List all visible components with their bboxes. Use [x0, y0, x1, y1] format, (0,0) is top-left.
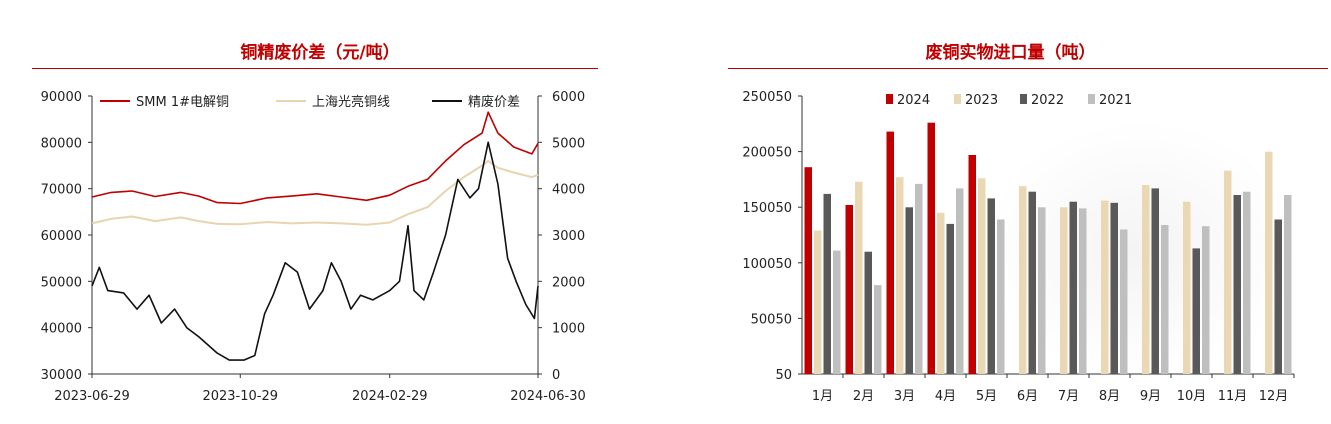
- bar-y-tick-label: 100050: [742, 257, 792, 272]
- bar-2023-4: [937, 212, 945, 374]
- bar-x-tick-label: 8月: [1099, 389, 1120, 404]
- bar-2022-3: [905, 207, 913, 374]
- bar-y-tick-label: 150050: [742, 201, 792, 216]
- bar-x-tick-label: 5月: [976, 389, 997, 404]
- legend-swatch-2021: [1088, 94, 1095, 104]
- bar-2021-2: [874, 285, 882, 374]
- bar-x-tick-label: 12月: [1259, 389, 1289, 404]
- smm-copper-line: [91, 111, 539, 205]
- right-y-tick-label: 6000: [552, 90, 585, 105]
- right-y-tick-label: 1000: [552, 322, 585, 337]
- bar-2022-8: [1110, 202, 1118, 374]
- left-y-tick-label: 80000: [41, 136, 82, 151]
- bar-x-tick-label: 7月: [1058, 389, 1079, 404]
- bar-2022-1: [823, 193, 831, 374]
- right-y-tick-label: 2000: [552, 275, 585, 290]
- bar-2022-10: [1192, 248, 1200, 374]
- bar-2021-8: [1120, 229, 1128, 374]
- legend-swatch-2024: [886, 94, 893, 104]
- bar-2023-12: [1265, 151, 1273, 374]
- legend-label-2021: 2021: [1099, 93, 1132, 108]
- left-y-tick-label: 40000: [41, 322, 82, 337]
- bar-2024-5: [968, 155, 976, 374]
- bar-2021-6: [1038, 207, 1046, 374]
- x-tick-label: 2024-06-30: [510, 389, 586, 404]
- bar-2022-11: [1233, 195, 1241, 374]
- bar-2021-5: [997, 219, 1005, 374]
- left-chart-panel: 铜精废价差（元/吨） 30000 40000 50000 60000 70000 8000…: [0, 0, 640, 424]
- bar-2024-1: [804, 167, 812, 374]
- bar-2023-6: [1019, 186, 1027, 374]
- bar-x-tick-label: 6月: [1017, 389, 1038, 404]
- bar-2021-9: [1161, 225, 1169, 374]
- x-tick-label: 2024-02-29: [352, 389, 428, 404]
- legend-swatch-2023: [954, 94, 961, 104]
- legend-label-2023: 2023: [965, 93, 998, 108]
- bar-2021-7: [1079, 208, 1087, 374]
- right-y-tick-label: 4000: [552, 183, 585, 198]
- bar-y-tick-label: 250050: [742, 90, 792, 105]
- bar-2023-8: [1101, 200, 1109, 374]
- bar-y-tick-label: 50: [775, 368, 792, 383]
- spread-line: [91, 141, 539, 361]
- bar-y-tick-label: 200050: [742, 146, 792, 161]
- right-y-tick-label: 5000: [552, 136, 585, 151]
- bar-2023-3: [896, 177, 904, 374]
- bar-2021-4: [956, 188, 964, 374]
- legend-label-2024: 2024: [897, 93, 930, 108]
- right-y-tick-label: 3000: [552, 229, 585, 244]
- x-tick-label: 2023-06-29: [54, 389, 130, 404]
- left-y-tick-label: 60000: [41, 229, 82, 244]
- left-line-chart: 30000 40000 50000 60000 70000 80000 90000 0 1000…: [41, 90, 586, 404]
- bar-x-tick-label: 9月: [1140, 389, 1161, 404]
- left-y-tick-label: 70000: [41, 183, 82, 198]
- bar-y-tick-label: 50050: [751, 312, 792, 327]
- bar-2022-4: [946, 223, 954, 374]
- left-title-rule: [32, 68, 598, 69]
- bar-2022-7: [1069, 201, 1077, 374]
- bar-2023-7: [1060, 207, 1068, 374]
- right-chart-title: 废铜实物进口量（吨）: [925, 43, 1096, 63]
- bar-x-tick-label: 2月: [853, 389, 874, 404]
- bar-x-tick-label: 1月: [812, 389, 833, 404]
- bar-2024-2: [845, 205, 853, 374]
- bar-2023-11: [1224, 170, 1232, 374]
- bar-x-tick-label: 4月: [935, 389, 956, 404]
- left-y-tick-label: 50000: [41, 275, 82, 290]
- bar-x-tick-label: 10月: [1177, 389, 1207, 404]
- legend-swatch-2022: [1020, 94, 1027, 104]
- right-chart-panel: 废铜实物进口量（吨） 50 50050 100050 150050 200050 2500…: [690, 0, 1331, 424]
- bar-2024-4: [927, 122, 935, 374]
- left-y-tick-label: 30000: [41, 368, 82, 383]
- bar-2023-1: [814, 230, 822, 374]
- bar-2023-9: [1142, 185, 1150, 374]
- shanghai-wire-line: [91, 159, 539, 226]
- bar-2021-10: [1202, 226, 1210, 374]
- bar-2024-3: [886, 131, 894, 374]
- bar-2022-6: [1028, 191, 1036, 374]
- bar-2021-11: [1243, 191, 1251, 374]
- bar-x-tick-label: 11月: [1218, 389, 1248, 404]
- left-chart-title: 铜精废价差（元/吨）: [240, 43, 400, 63]
- bar-2022-2: [864, 251, 872, 374]
- x-tick-label: 2023-10-29: [202, 389, 278, 404]
- bar-2021-12: [1284, 195, 1292, 374]
- bar-2021-3: [915, 183, 923, 374]
- bar-x-tick-label: 3月: [894, 389, 915, 404]
- right-title-rule: [728, 68, 1328, 69]
- bar-2022-5: [987, 198, 995, 374]
- legend-label-smm-copper-line: SMM 1#电解铜: [136, 95, 229, 110]
- bar-2021-1: [833, 250, 841, 374]
- bar-2022-12: [1274, 219, 1282, 374]
- bar-2023-10: [1183, 201, 1191, 374]
- legend-label-spread-line: 精废价差: [468, 94, 520, 110]
- left-y-tick-label: 90000: [41, 90, 82, 105]
- right-y-tick-label: 0: [552, 368, 560, 383]
- legend-label-2022: 2022: [1031, 93, 1064, 108]
- right-bar-chart: 50 50050 100050 150050 200050 250050 1月 2月 3月 4月 5…: [742, 90, 1295, 404]
- legend-label-shanghai-wire-line: 上海光亮铜线: [312, 94, 390, 110]
- bar-2023-2: [855, 181, 863, 374]
- bar-2023-5: [978, 178, 986, 374]
- bar-2022-9: [1151, 188, 1159, 374]
